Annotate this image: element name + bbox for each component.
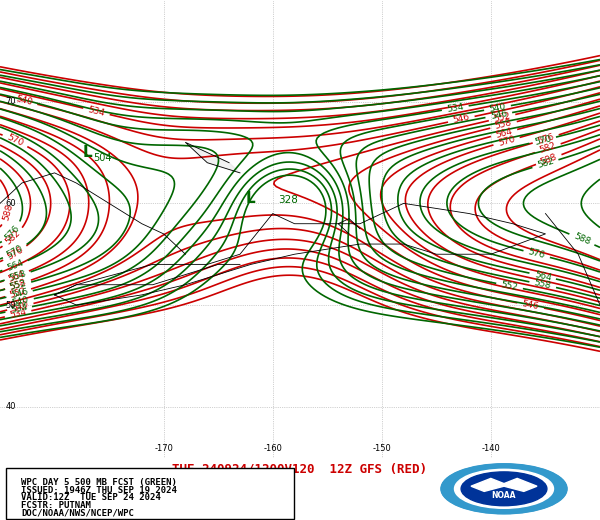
Text: 558: 558 — [8, 269, 27, 283]
Text: 564: 564 — [533, 270, 552, 282]
Text: WPC DAY 5 500 MB FCST (GREEN): WPC DAY 5 500 MB FCST (GREEN) — [21, 478, 177, 487]
Text: 552: 552 — [8, 286, 28, 300]
Text: 582: 582 — [538, 141, 557, 155]
Text: 558: 558 — [494, 119, 513, 132]
Text: 576: 576 — [527, 248, 546, 261]
Text: NOAA: NOAA — [492, 490, 516, 500]
Text: 540: 540 — [11, 301, 29, 313]
Text: 540: 540 — [15, 95, 34, 107]
Text: -170: -170 — [154, 444, 173, 452]
Text: 534: 534 — [446, 102, 464, 114]
Text: 564: 564 — [5, 258, 25, 273]
Text: 570: 570 — [5, 243, 25, 259]
Text: 588: 588 — [572, 232, 592, 247]
Text: 570: 570 — [5, 133, 25, 148]
Text: 588: 588 — [1, 203, 14, 222]
Text: -150: -150 — [373, 444, 391, 452]
Ellipse shape — [441, 464, 567, 514]
Text: 50: 50 — [5, 301, 16, 309]
Text: 552: 552 — [8, 279, 28, 292]
FancyBboxPatch shape — [6, 468, 294, 519]
Ellipse shape — [455, 469, 554, 509]
Text: 570: 570 — [533, 134, 552, 147]
Text: 546: 546 — [10, 288, 29, 301]
Text: 576: 576 — [5, 245, 25, 262]
Text: 564: 564 — [494, 126, 514, 139]
Text: 546: 546 — [490, 109, 508, 121]
Text: DOC/NOAA/NWS/NCEP/WPC: DOC/NOAA/NWS/NCEP/WPC — [21, 508, 134, 517]
Text: 558: 558 — [8, 278, 28, 292]
Text: 328: 328 — [278, 196, 298, 205]
Text: 552: 552 — [500, 280, 519, 292]
Text: 504: 504 — [93, 152, 111, 163]
Text: 564: 564 — [7, 269, 26, 283]
Text: -140: -140 — [482, 444, 500, 452]
Polygon shape — [185, 142, 240, 173]
Text: ISSUED: 1946Z THU SEP 19 2024: ISSUED: 1946Z THU SEP 19 2024 — [21, 486, 177, 495]
Text: FCSTR: PUTNAM: FCSTR: PUTNAM — [21, 501, 91, 510]
Text: 534: 534 — [87, 105, 106, 118]
Text: 546: 546 — [452, 113, 470, 125]
Text: TUE 240924/1200V120  12Z GFS (RED): TUE 240924/1200V120 12Z GFS (RED) — [173, 463, 427, 476]
Text: 576: 576 — [536, 132, 556, 146]
Text: L: L — [246, 191, 256, 206]
Text: 558: 558 — [533, 278, 552, 291]
Text: 534: 534 — [10, 303, 28, 316]
Text: 540: 540 — [488, 102, 507, 114]
Text: L: L — [82, 145, 92, 160]
Text: 588: 588 — [539, 152, 559, 167]
Text: -160: -160 — [263, 444, 282, 452]
Text: 60: 60 — [5, 199, 16, 208]
Polygon shape — [471, 478, 537, 491]
Text: VALID:12Z  TUE SEP 24 2024: VALID:12Z TUE SEP 24 2024 — [21, 493, 161, 502]
Text: 70: 70 — [5, 97, 16, 106]
Ellipse shape — [461, 472, 547, 505]
Text: 534: 534 — [9, 307, 28, 320]
Text: 570: 570 — [497, 135, 516, 148]
Text: 540: 540 — [11, 295, 30, 308]
Text: 576: 576 — [3, 223, 21, 242]
Text: 40: 40 — [5, 402, 16, 411]
Text: 582: 582 — [4, 229, 22, 247]
Text: 552: 552 — [493, 111, 511, 124]
Text: 546: 546 — [521, 300, 540, 311]
Text: 582: 582 — [536, 157, 555, 171]
